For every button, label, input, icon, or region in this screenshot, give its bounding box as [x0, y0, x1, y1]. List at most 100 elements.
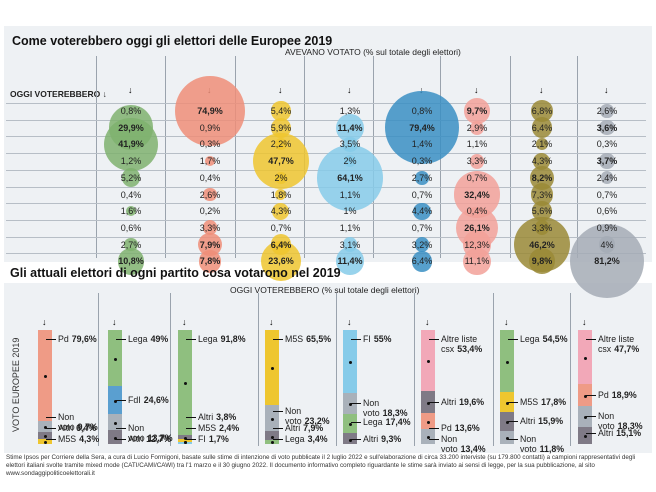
leader-line: [351, 422, 361, 423]
segment-label: FI 1,7%: [198, 434, 254, 444]
bar-segment: [108, 413, 122, 430]
segment-label: Altri 15,9%: [520, 416, 576, 426]
leader-line: [429, 402, 439, 404]
leader-line: [186, 339, 196, 340]
segment-label: Lega 3,4%: [285, 434, 341, 444]
segment-label: FI 55%: [363, 334, 419, 344]
leader-dot: [427, 436, 430, 440]
bar-segment: [343, 413, 357, 434]
cell-value: 2,9%: [466, 122, 488, 133]
cell-value: 1,1%: [339, 189, 361, 200]
footer-note: Stime Ipsos per Corriere della Sera, a c…: [6, 454, 636, 477]
cell-value: 0,7%: [466, 172, 488, 183]
arrow-down-icon: ↓: [539, 85, 544, 95]
leader-line: [273, 439, 283, 440]
stacked-bar: [500, 330, 514, 444]
value-bubble: [317, 144, 383, 211]
segment-value: 19,6%: [459, 397, 485, 408]
value-bubble: [117, 247, 145, 275]
cell-value: 1,1%: [339, 222, 361, 233]
leader-line: [586, 416, 596, 418]
leader-line: [429, 339, 439, 340]
panel-separator: [570, 293, 571, 446]
cell-value: 74,9%: [197, 106, 223, 116]
segment-label: Altri 15,1%: [598, 428, 654, 438]
vertical-axis-label: VOTO EUROPEE 2019: [11, 337, 21, 432]
arrow-down-icon: ↓: [128, 85, 133, 95]
leader-dot: [44, 435, 47, 439]
leader-dot: [427, 402, 430, 406]
cell-value: 3,1%: [339, 239, 361, 250]
value-bubble: [261, 241, 301, 282]
segment-value: 4,3%: [79, 434, 100, 444]
segment-value: 18,9%: [611, 390, 637, 401]
cell-value: 1,3%: [339, 106, 361, 116]
leader-line: [429, 428, 439, 429]
cell-value: 64,1%: [337, 172, 363, 183]
segment-value: 6,4%: [76, 423, 97, 433]
bottom-chart-header: OGGI VOTEREBBERO (% sul totale degli ele…: [230, 285, 420, 295]
value-bubble: [411, 250, 433, 272]
cell-value: 9,8%: [531, 256, 553, 267]
cell-value: 4,3%: [531, 156, 553, 167]
segment-label: Altri 19,6%: [441, 397, 497, 407]
segment-value: 18,3%: [382, 408, 408, 419]
segment-name: Altri: [441, 397, 457, 408]
leader-line: [508, 402, 518, 404]
cell-value: 3,3%: [531, 222, 553, 233]
cell-value: 0,7%: [596, 189, 618, 200]
leader-dot: [349, 403, 352, 407]
segment-label: Altre liste csx 53,4%: [441, 334, 497, 354]
segment-value: 18,3%: [617, 421, 643, 432]
segment-label: FdI 24,6%: [128, 395, 184, 405]
leader-dot: [427, 360, 430, 364]
value-bubble: [570, 224, 644, 299]
segment-value: 3,4%: [307, 434, 328, 444]
value-bubble: [203, 187, 217, 202]
segment-value: 9,7%: [77, 422, 98, 432]
cell-value: 0,9%: [199, 122, 221, 133]
segment-name: Non voto: [363, 398, 380, 419]
cell-value: 81,2%: [594, 256, 620, 267]
arrow-down-icon: ↓: [182, 317, 187, 327]
leader-dot: [349, 423, 352, 427]
segment-label: Altre liste csx 47,7%: [598, 334, 654, 354]
row-gridline: [6, 253, 646, 255]
cell-value: 0,7%: [270, 222, 292, 233]
segment-label: Non voto 13,7%: [128, 423, 184, 443]
arrow-down-icon: ↓: [347, 85, 352, 95]
cell-value: 2%: [274, 172, 288, 183]
value-bubble: [271, 101, 291, 121]
panel-separator: [493, 293, 494, 446]
cell-value: 7,3%: [531, 189, 553, 200]
cell-value: 1,4%: [411, 139, 433, 150]
leader-dot: [584, 357, 587, 361]
arrow-down-icon: ↓: [419, 85, 424, 95]
cell-value: 47,7%: [268, 156, 294, 167]
segment-value: 13,6%: [454, 423, 480, 433]
segment-name: Altre liste csx: [441, 334, 478, 354]
bottom-chart-title: Gli attuali elettori di ogni partito cos…: [10, 266, 341, 280]
cell-value: 3,3%: [199, 222, 221, 233]
cell-value: 46,2%: [529, 239, 555, 250]
leader-dot: [184, 441, 187, 444]
cell-value: 2,7%: [120, 239, 142, 250]
leader-line: [508, 421, 518, 423]
value-bubble: [599, 119, 615, 136]
leader-line: [273, 339, 283, 340]
cell-value: 7,9%: [199, 239, 221, 250]
cell-value: 8,2%: [531, 172, 553, 183]
segment-label: Lega 17,4%: [363, 417, 419, 427]
cell-value: 0,8%: [411, 106, 433, 116]
value-bubble: [275, 188, 287, 200]
bar-segment: [343, 392, 357, 414]
cell-value: 32,4%: [464, 189, 490, 200]
column-separator: [96, 56, 97, 258]
segment-value: 9,3%: [381, 434, 402, 444]
row-gridline: [6, 136, 646, 138]
value-bubble: [121, 168, 141, 188]
segment-label: M5S 17,8%: [520, 397, 576, 407]
segment-value: 11,8%: [539, 444, 565, 454]
leader-line: [508, 439, 518, 440]
cell-value: 0,7%: [411, 222, 433, 233]
